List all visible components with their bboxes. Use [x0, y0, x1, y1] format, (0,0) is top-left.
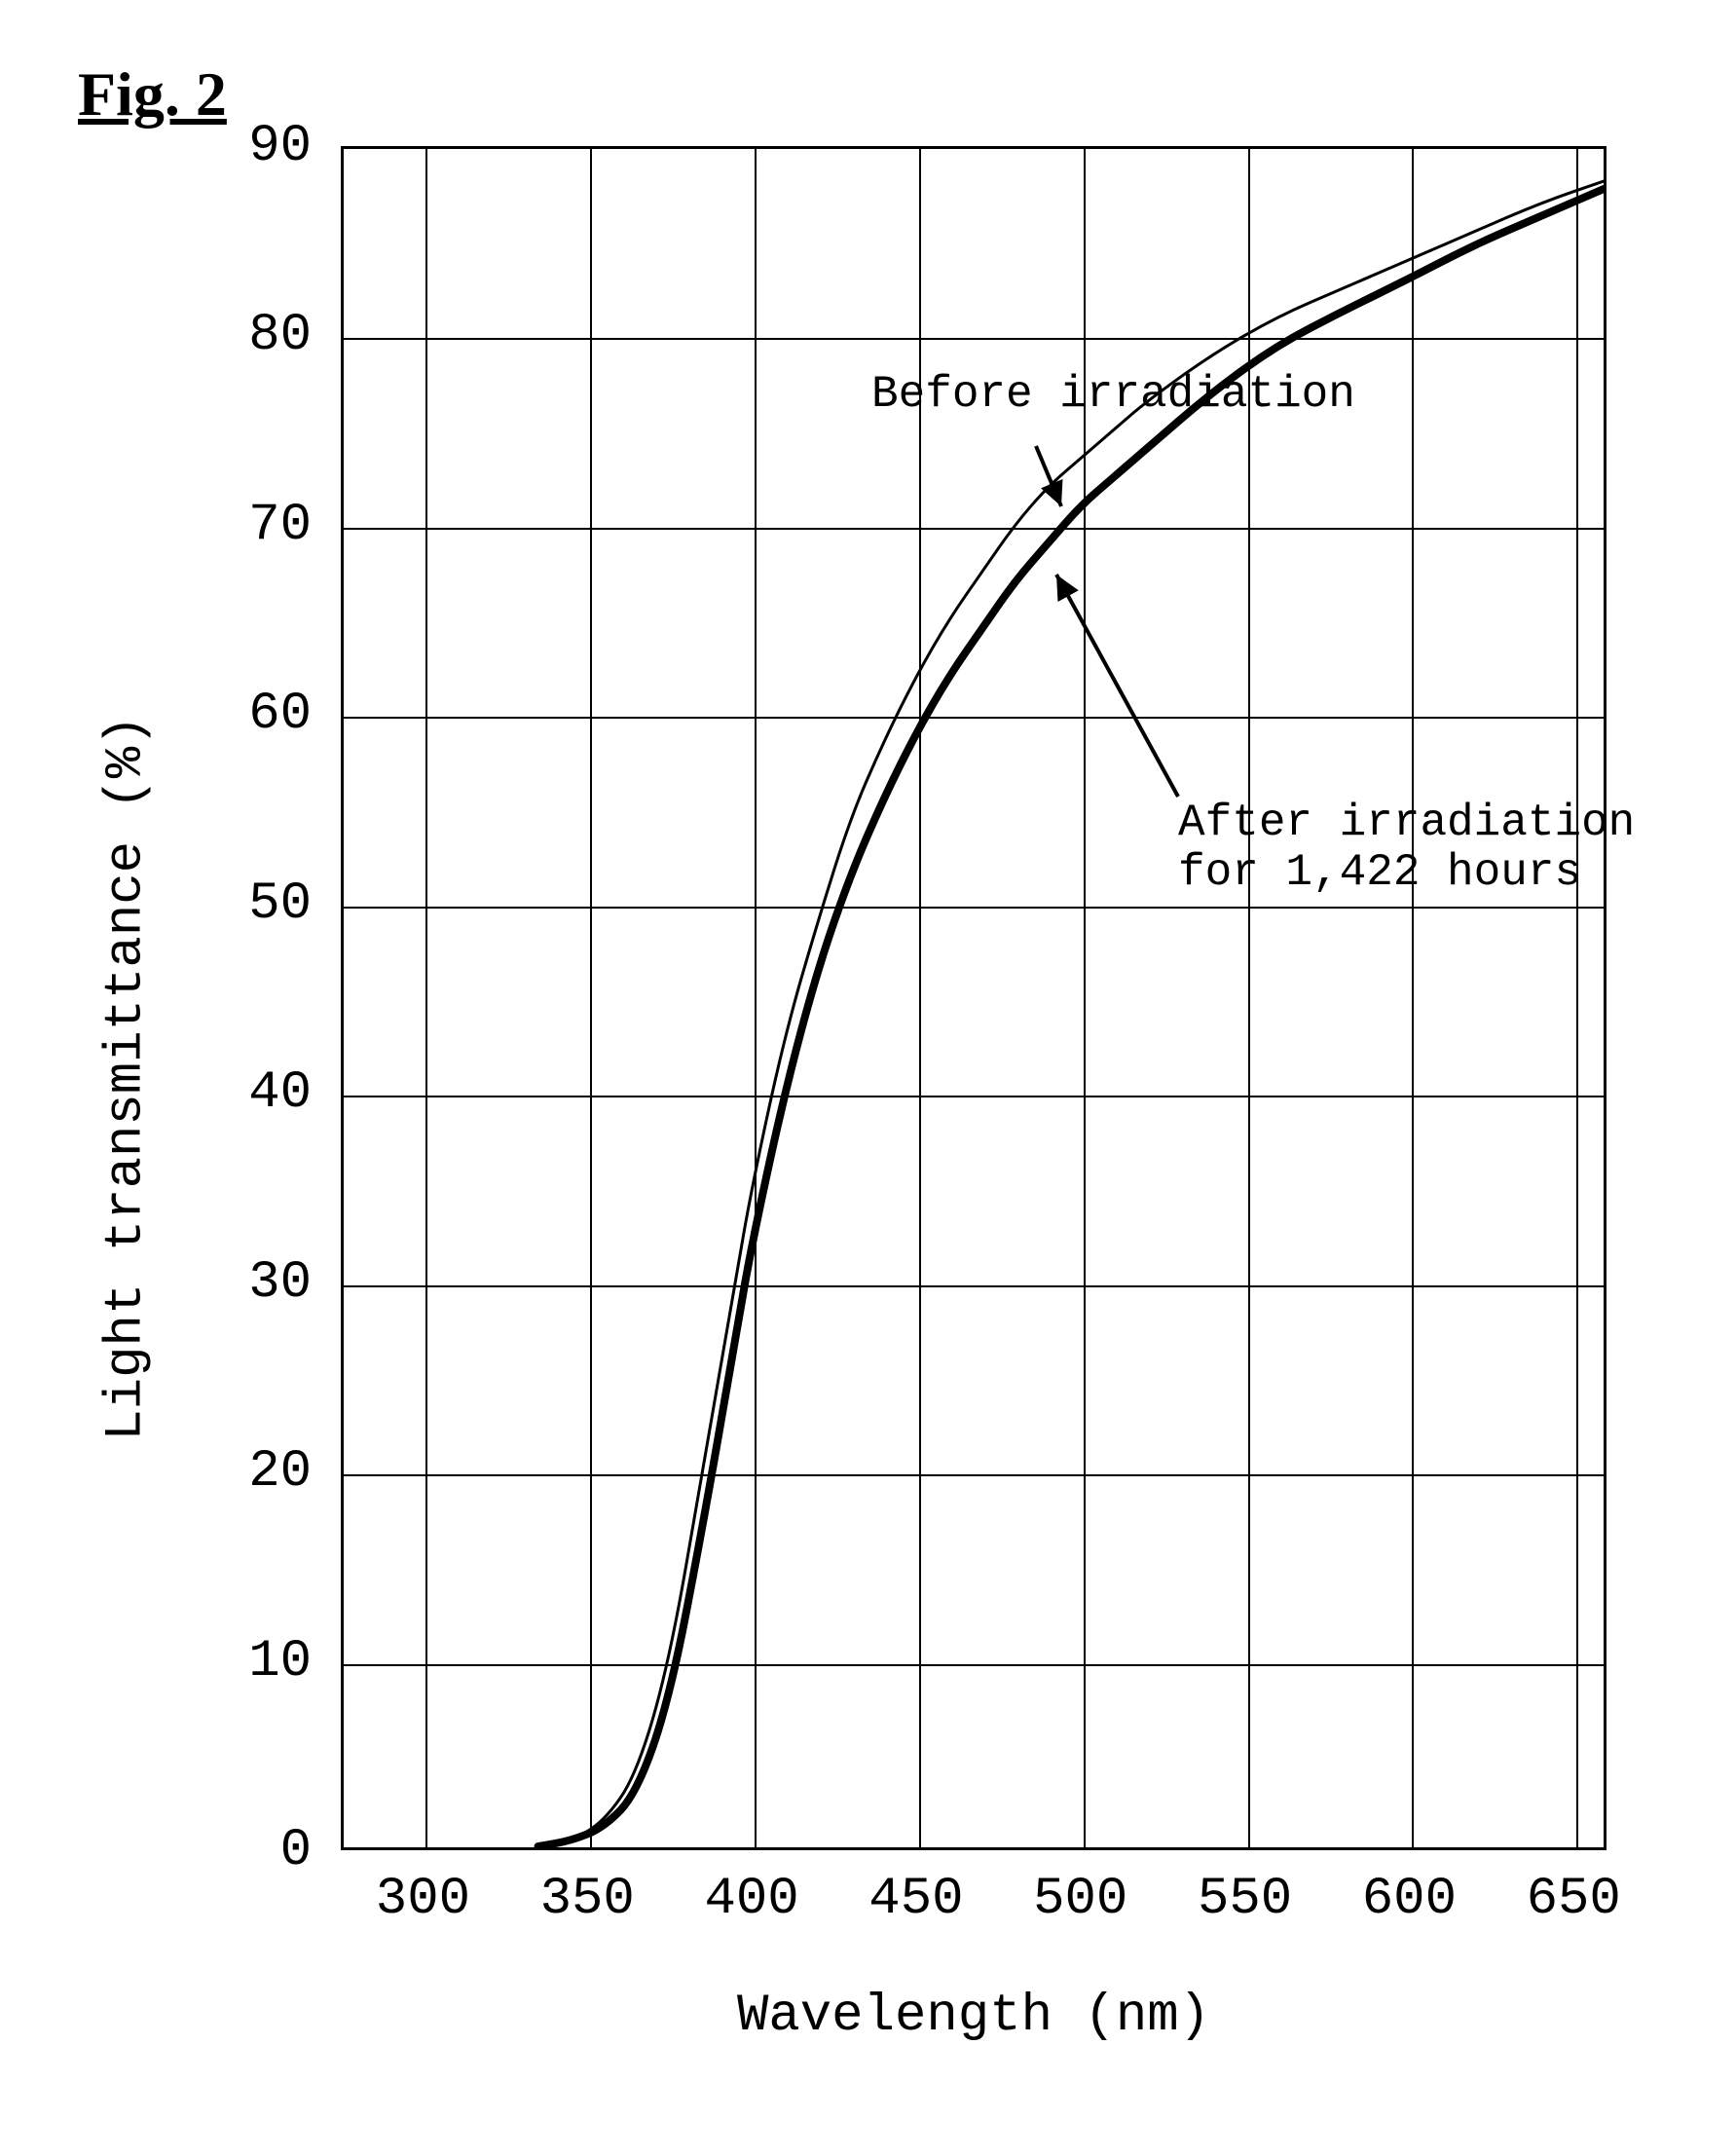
- y-tick-80: 80: [175, 306, 312, 365]
- y-tick-0: 0: [175, 1821, 312, 1880]
- y-axis-label: Light transmittance (%): [97, 715, 157, 1440]
- x-tick-550: 550: [1167, 1870, 1323, 1929]
- y-tick-60: 60: [175, 685, 312, 744]
- y-tick-40: 40: [175, 1063, 312, 1123]
- y-tick-10: 10: [175, 1632, 312, 1691]
- y-tick-30: 30: [175, 1253, 312, 1313]
- y-tick-90: 90: [175, 117, 312, 176]
- x-tick-600: 600: [1331, 1870, 1487, 1929]
- x-tick-650: 650: [1496, 1870, 1651, 1929]
- x-tick-300: 300: [345, 1870, 500, 1929]
- x-tick-350: 350: [509, 1870, 665, 1929]
- x-axis-label: Wavelength (nm): [341, 1987, 1607, 2046]
- y-tick-50: 50: [175, 874, 312, 934]
- x-tick-450: 450: [838, 1870, 994, 1929]
- y-tick-20: 20: [175, 1442, 312, 1502]
- y-tick-70: 70: [175, 496, 312, 555]
- x-tick-500: 500: [1003, 1870, 1159, 1929]
- arrow-after-icon: [341, 146, 1607, 1850]
- x-tick-400: 400: [674, 1870, 830, 1929]
- plot-wrap: Before irradiation After irradiation for…: [341, 146, 1607, 1850]
